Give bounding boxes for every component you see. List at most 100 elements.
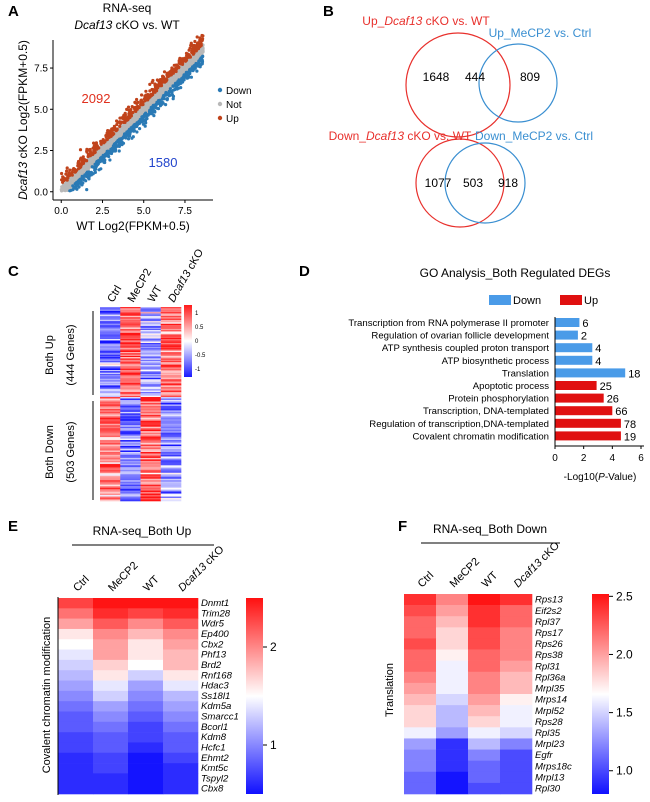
heatmap-c-cell [160,499,182,502]
scatter-point-up [78,148,83,152]
heatmap-c-cell [140,399,162,402]
heatmap-c-cell [140,402,162,405]
heatmap-c-cell [140,495,162,497]
c-colorbar-tick-label: 0.5 [195,325,204,331]
heatmap-f-cell [404,771,437,784]
heatmap-c-cell [120,334,141,336]
scatter-point-down [188,72,192,76]
heatmap-c-cell [160,407,182,410]
heatmap-c-cell [160,480,182,482]
heatmap-c-cell [100,419,121,422]
scatter-point-up [199,42,203,46]
venn1-left-only: 1648 [423,70,450,84]
scatter-point-not [143,102,148,106]
heatmap-c-cell [100,402,121,405]
heatmap-e-cell [93,659,129,671]
heatmap-e-cell [93,639,129,650]
heatmap-c-cell [140,489,162,491]
c-group-up: Both Up [44,335,56,375]
heatmap-c-cell [100,462,121,465]
heatmap-c-cell [100,457,121,460]
heatmap-e-cell [163,690,199,702]
heatmap-c-cell [160,447,182,450]
heatmap-c-cell [120,370,141,372]
scatter-point-down [101,153,105,157]
scatter-point-up [140,93,144,97]
heatmap-c-cell [160,370,182,372]
panel-a-subtitle: Dcaf13 cKO vs. WT [74,18,180,32]
heatmap-c-cell [160,373,182,376]
heatmap-c-cell [160,371,182,373]
f-gene-label: Rps26 [535,639,563,650]
heatmap-f-cell [468,771,501,784]
scatter-point-down [154,102,158,107]
heatmap-c-cell [100,307,121,309]
heatmap-e-cell [128,732,164,743]
heatmap-c-cell [100,373,121,376]
scatter-point-not [71,177,75,181]
heatmap-f-cell [500,771,533,784]
heatmap-c-cell [140,434,162,436]
heatmap-c-cell [120,450,141,453]
heatmap-c-cell [120,401,141,404]
f-gene-label: Eif2s2 [535,606,562,617]
heatmap-c-cell [140,456,162,459]
panel-b: B Up_Dcaf13 cKO vs. WT Up_MeCP2 vs. Ctrl… [323,3,593,228]
heatmap-c-cell [120,454,141,457]
heatmap-c-cell [120,362,141,364]
scatter-point-up [107,135,111,139]
heatmap-c-cell [140,443,162,445]
scatter-point-down [178,81,183,85]
d-x-ticks: 0 2 4 6 [552,446,644,464]
heatmap-c-cell [140,308,162,310]
f-gene-label: Rps28 [535,717,563,728]
heatmap-c-cell [120,368,141,371]
heatmap-c-cell [140,422,162,425]
f-title: RNA-seq_Both Down [433,522,547,536]
scatter-point-down [171,88,176,92]
heatmap-c-cell [160,432,182,435]
heatmap-c-cell [120,444,141,447]
heatmap-c-cell [120,438,141,441]
scatter-point-not [188,60,192,64]
scatter-point-up [118,124,122,128]
heatmap-c-cell [100,348,121,350]
heatmap-e-cell [128,701,164,712]
heatmap-c-cell [120,317,141,319]
heatmap-c-cell [100,335,121,337]
f-colorbar-ticks: 2.5 2.0 1.5 1.0 [609,589,633,778]
heatmap-c-cell [100,425,121,428]
heatmap-c-cell [120,453,141,456]
heatmap-c-cell [160,352,182,354]
heatmap-c-cell [100,492,121,494]
heatmap-c-cell [160,431,182,433]
heatmap-c-cell [100,350,121,353]
heatmap-c-cell [140,493,162,496]
heatmap-c-cell [120,487,141,490]
heatmap-c-cell [140,429,162,432]
scatter-point-up [91,146,95,150]
heatmap-c-cell [160,323,182,326]
heatmap-c-cell [120,373,141,376]
heatmap-e-cell [128,670,164,681]
f-colorbar-tick-label: 1.0 [616,764,633,778]
heatmap-c-cell [140,487,162,490]
heatmap-f-cell [500,627,533,639]
scatter-point-up [93,150,97,154]
scatter-point-down [91,172,95,176]
heatmap-c-cell [160,478,182,481]
heatmap-f-cell [468,660,501,673]
heatmap-c-cell [160,307,182,309]
scatter-point-up [68,168,72,172]
heatmap-c-cell [120,499,141,502]
heatmap-c-cell [140,337,162,340]
heatmap-c-cell [120,357,141,359]
scatter-point-down [152,109,156,113]
scatter-point-up [112,127,116,131]
heatmap-c-cell [140,428,162,430]
heatmap-c-cell [120,419,141,422]
heatmap-c-cell [100,489,121,491]
scatter-point-down [144,113,148,117]
heatmap-c-cell [160,417,182,420]
scatter-point-down [126,137,131,141]
